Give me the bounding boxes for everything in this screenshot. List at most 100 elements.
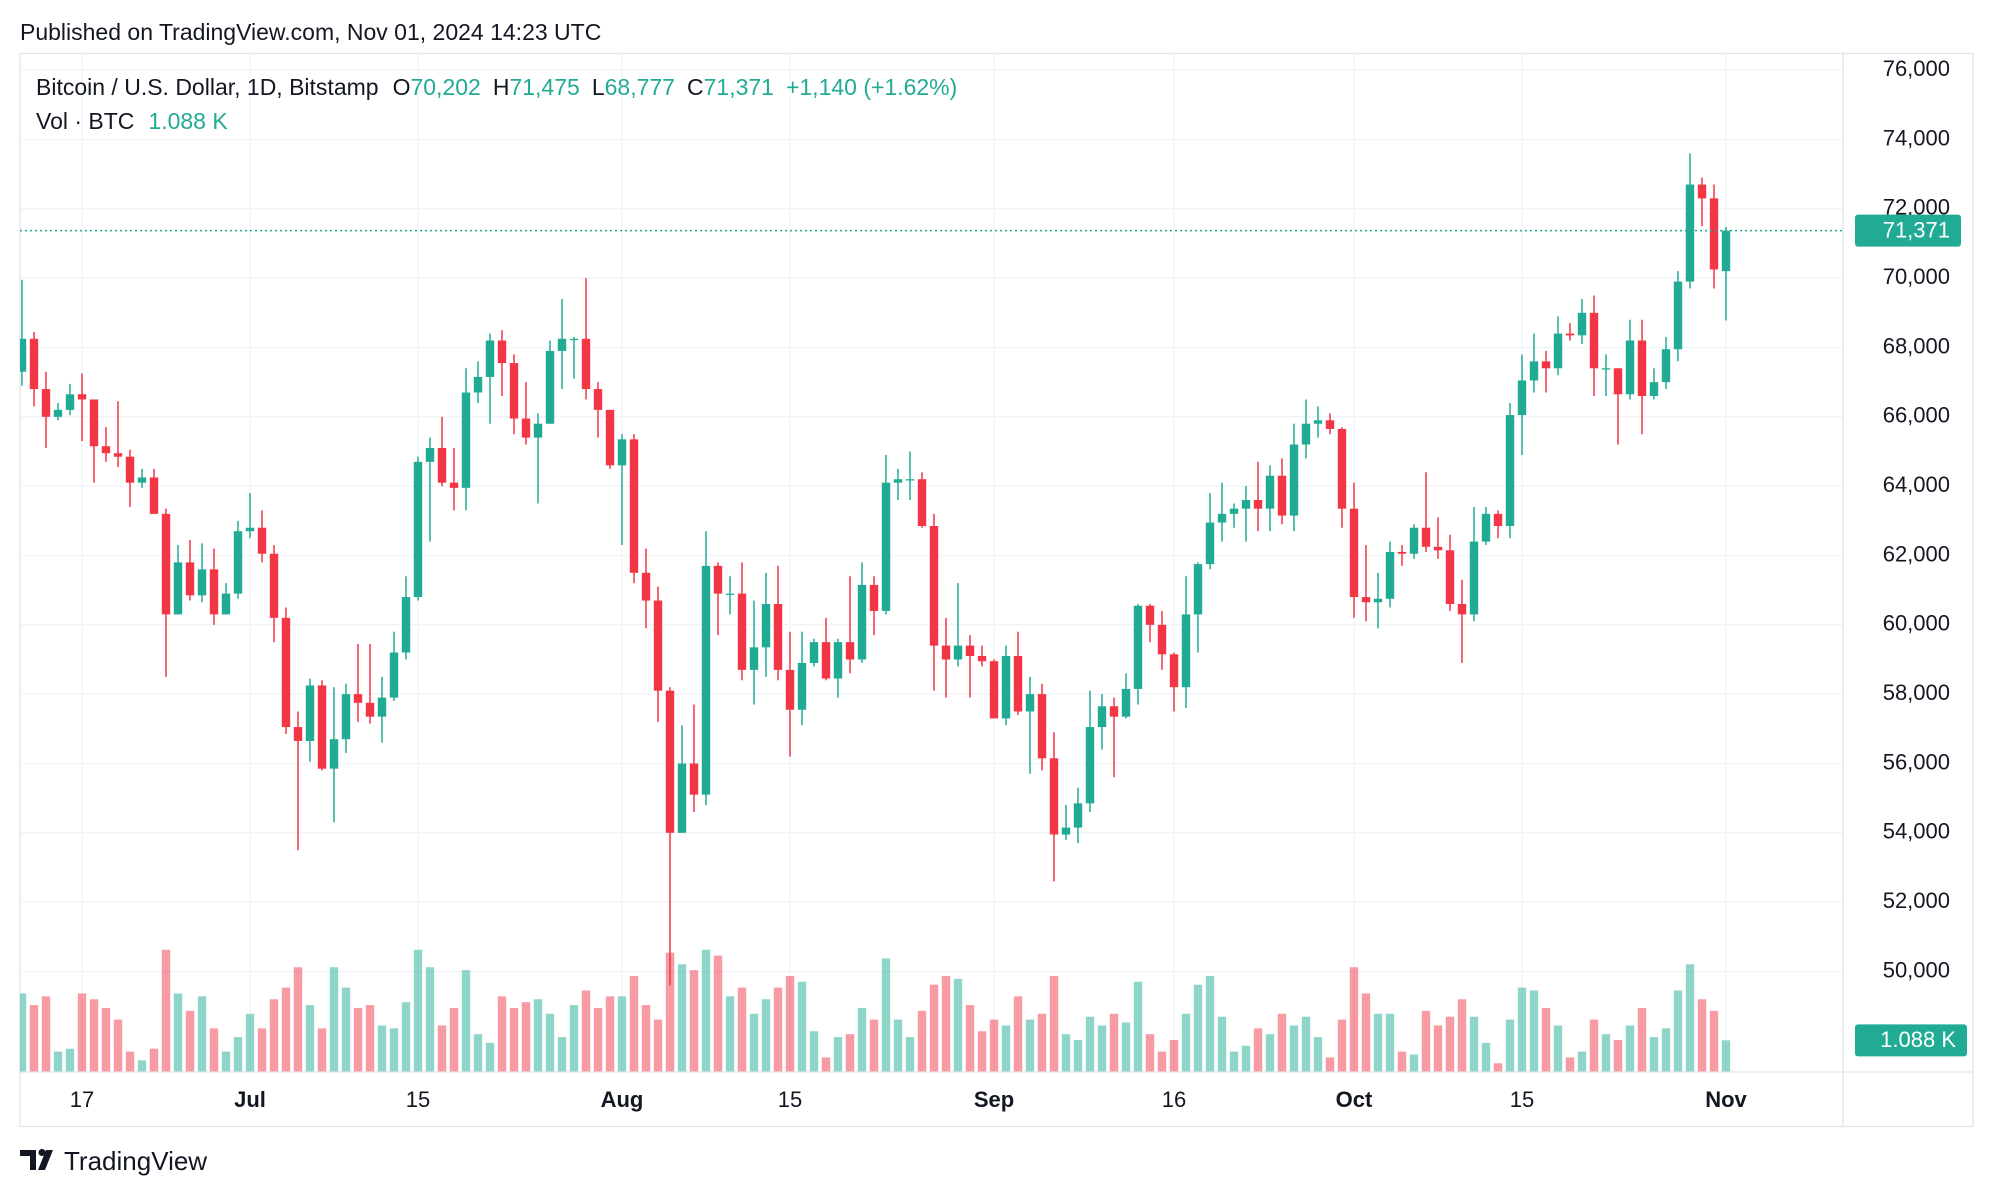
candle-body [1325,420,1335,429]
volume-bar [173,993,183,1072]
volume-bar [641,1005,651,1072]
ohlc-value: 71,475 [509,74,579,100]
legend: Bitcoin / U.S. Dollar, 1D, Bitstamp O70,2… [36,74,957,100]
candle-body [1109,706,1119,717]
candle-body [365,702,375,717]
candle-body [977,656,987,662]
candle-body [713,565,723,594]
volume-bar [449,1007,459,1072]
volume-bar [89,999,99,1072]
volume-bar [1445,1016,1455,1072]
x-tick-label: Jul [234,1087,266,1112]
volume-bar [1385,1013,1395,1072]
volume-bar [953,978,963,1072]
volume-bar [365,1005,375,1072]
candle-body [1205,522,1215,565]
candle-body [773,604,783,670]
volume-bar [917,1010,927,1072]
candle-body [1457,604,1467,615]
candle-body [173,562,183,615]
candle-body [917,479,927,527]
volume-bar [605,996,615,1072]
y-tick-label: 68,000 [1883,333,1950,358]
y-tick-label: 52,000 [1883,888,1950,913]
candle-body [965,645,975,657]
candle-body [1685,184,1695,282]
x-tick-label: 15 [778,1087,802,1112]
chart-frame [19,52,1974,1128]
volume-bar [1397,1051,1407,1072]
candle-body [1001,656,1011,719]
y-tick-label: 74,000 [1883,125,1950,150]
candle-body [1145,605,1155,625]
volume-bar [809,1031,819,1072]
volume-bar [1601,1034,1611,1072]
candle-body [461,392,471,488]
volume-bar [401,1002,411,1072]
volume-bar [1133,981,1143,1072]
candle-body [641,572,651,601]
candle-body [329,739,339,769]
volume-bar [1049,975,1059,1072]
volume-bar [233,1037,243,1072]
volume-bar [665,952,675,1072]
candle-body [1241,500,1251,509]
candle-body [425,448,435,462]
volume-title: Vol · BTC [36,108,134,134]
last-volume-label: 1.088 K [1880,1027,1956,1052]
candle-body [1433,546,1443,551]
x-tick-label: Sep [974,1087,1014,1112]
volume-bar [413,949,423,1072]
candle-body [593,389,603,410]
candle-body [1565,333,1575,336]
volume-bar [1061,1034,1071,1072]
volume-bar [1685,964,1695,1072]
volume-bar [593,1007,603,1072]
volume-bar [197,996,207,1072]
logo-mark [20,1149,53,1170]
volume-bar [1697,999,1707,1072]
x-tick-label: 15 [406,1087,430,1112]
candle-body [809,642,819,663]
volume-bar [1637,1007,1647,1072]
ohlc-key: L [592,74,605,100]
volume-bar [1241,1045,1251,1072]
candle-body [1589,312,1599,369]
last-volume-box [1855,1024,1967,1057]
candle-body [617,439,627,466]
volume-bar [20,993,27,1072]
last-price-label: 71,371 [1883,217,1950,242]
volume-bar [1673,990,1683,1072]
volume-bar [1097,1025,1107,1072]
candle-body [785,669,795,710]
candle-body [1133,605,1143,689]
candle-body [1397,552,1407,554]
volume-bar [725,996,735,1072]
volume-bar [245,1013,255,1072]
y-tick-label: 64,000 [1883,472,1950,497]
candle-body [137,477,147,483]
candle-body [1505,415,1515,527]
candle-body [845,642,855,660]
volume-bar [1709,1010,1719,1072]
volume-bar [1433,1025,1443,1072]
volume-bar [1493,1063,1503,1072]
volume-bar [1313,1037,1323,1072]
volume-bar [1721,1040,1731,1072]
candle-body [1217,513,1227,523]
candle-body [749,647,759,670]
volume-bar [389,1028,399,1072]
y-tick-label: 50,000 [1883,957,1950,982]
volume-bar [461,970,471,1072]
volume-bar [893,1019,903,1072]
volume-bar [77,993,87,1072]
ohlc-value: 70,202 [410,74,480,100]
y-tick-label: 66,000 [1883,403,1950,428]
candle-body [89,399,99,447]
volume-bar [701,949,711,1072]
volume-bar [1469,1016,1479,1072]
candle-body [533,423,543,438]
candle-body [185,562,195,596]
x-tick-label: Nov [1705,1087,1747,1112]
ohlc-value: 68,777 [605,74,675,100]
